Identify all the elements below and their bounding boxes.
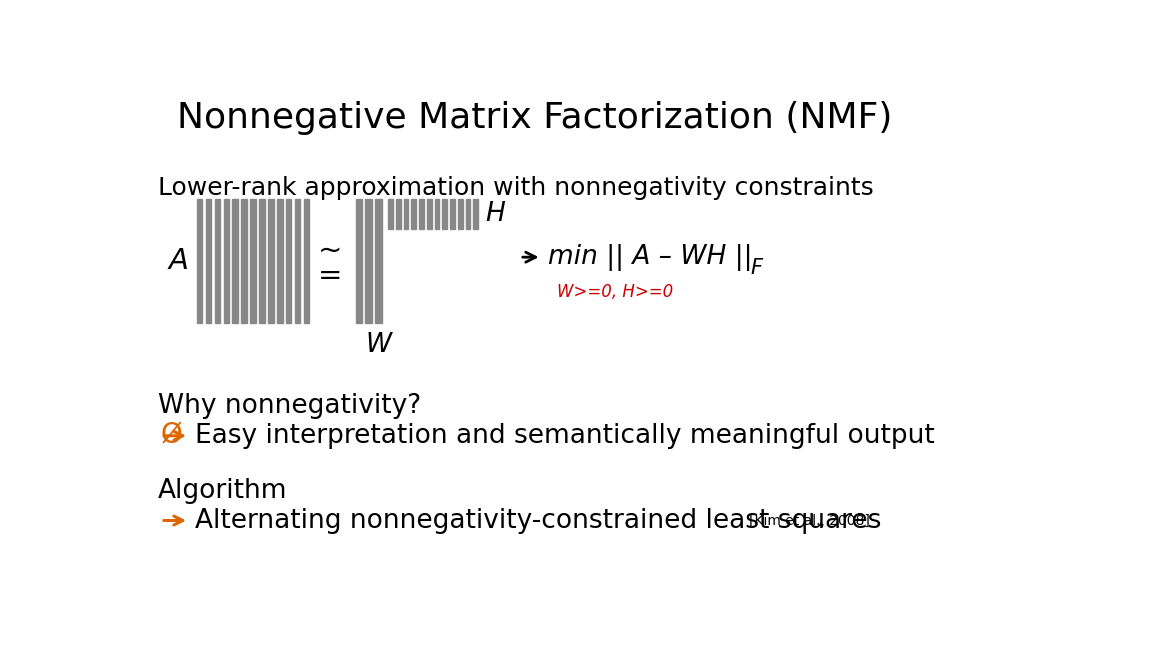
Bar <box>450 200 455 229</box>
Bar <box>197 200 202 323</box>
Bar <box>434 200 439 229</box>
Bar <box>376 200 381 323</box>
Bar <box>250 200 256 323</box>
Bar <box>388 200 393 229</box>
Text: Algorithm: Algorithm <box>158 478 288 504</box>
Bar <box>268 200 274 323</box>
Bar <box>242 200 247 323</box>
Text: H: H <box>486 201 506 227</box>
Bar <box>473 200 478 229</box>
Text: W>=0, H>=0: W>=0, H>=0 <box>558 283 673 301</box>
Bar <box>286 200 291 323</box>
Bar <box>442 200 447 229</box>
Bar <box>465 200 470 229</box>
Bar <box>419 200 424 229</box>
Text: Ø: Ø <box>161 422 183 450</box>
Text: min || A – WH ||: min || A – WH || <box>547 244 752 271</box>
Text: Easy interpretation and semantically meaningful output: Easy interpretation and semantically mea… <box>195 422 935 449</box>
Text: F: F <box>751 258 763 278</box>
Bar <box>214 200 220 323</box>
Bar <box>457 200 463 229</box>
Bar <box>411 200 416 229</box>
Bar <box>278 200 282 323</box>
Text: A: A <box>168 247 188 275</box>
Bar <box>356 200 362 323</box>
Text: Lower-rank approximation with nonnegativity constraints: Lower-rank approximation with nonnegativ… <box>158 176 873 200</box>
Bar <box>403 200 409 229</box>
Bar <box>259 200 265 323</box>
Bar <box>206 200 211 323</box>
Bar <box>396 200 401 229</box>
Text: Alternating nonnegativity-constrained least squares: Alternating nonnegativity-constrained le… <box>195 507 889 533</box>
Bar <box>427 200 432 229</box>
Text: Why nonnegativity?: Why nonnegativity? <box>158 393 422 419</box>
Text: ~: ~ <box>318 237 342 264</box>
Bar <box>365 200 372 323</box>
Bar <box>304 200 310 323</box>
Text: Nonnegative Matrix Factorization (NMF): Nonnegative Matrix Factorization (NMF) <box>176 101 892 135</box>
Bar <box>233 200 237 323</box>
Text: W: W <box>365 332 392 358</box>
Text: =: = <box>318 262 342 290</box>
Text: [Kim et al., 2008]: [Kim et al., 2008] <box>749 513 870 527</box>
Bar <box>295 200 301 323</box>
Bar <box>223 200 229 323</box>
